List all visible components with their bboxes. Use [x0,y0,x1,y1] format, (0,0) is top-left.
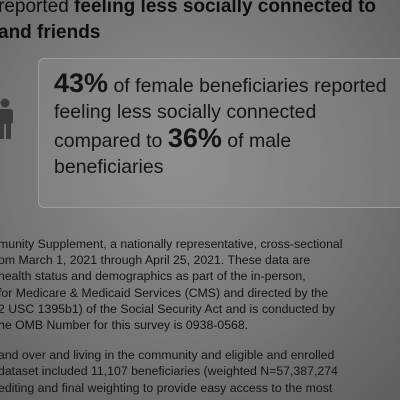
stat-line-3: compared to 36% of male [54,123,292,153]
paragraph-gap [0,333,400,347]
person-icon [0,98,16,145]
body-line: 2 USC 1395b1) of the Social Security Act… [0,301,335,316]
body-line: and over and living in the community and… [0,348,335,363]
stat-line-4: beneficiaries [54,156,164,178]
female-percentage: 43% [54,68,109,98]
headline: reported feeling less socially connected… [0,0,400,46]
body-line: he OMB Number for this survey is 0938-05… [0,318,249,333]
body-line: munity Supplement, a nationally represen… [0,237,343,251]
methodology-text: munity Supplement, a nationally represen… [0,236,400,396]
headline-prefix: reported [0,0,75,17]
body-line: dataset included 11,107 beneficiaries (w… [0,364,338,379]
male-percentage: 36% [167,123,222,153]
stat-line-2: feeling less socially connected [54,101,317,123]
headline-line-1: reported feeling less socially connected… [0,0,400,20]
stat-line-1: 43% of female beneficiaries reported [54,68,387,98]
stat-callout-box [38,58,400,208]
body-line: om March 1, 2021 through April 25, 2021.… [0,253,311,268]
stat-text: 43% of female beneficiaries reported fee… [54,70,400,180]
body-line: editing and final weighting to provide e… [0,380,333,395]
headline-line-2: and friends [0,22,101,43]
headline-bold: feeling less socially connected to [74,0,377,17]
body-line: for Medicare & Medicaid Services (CMS) a… [0,285,329,300]
body-line: health status and demographics as part o… [0,269,306,284]
